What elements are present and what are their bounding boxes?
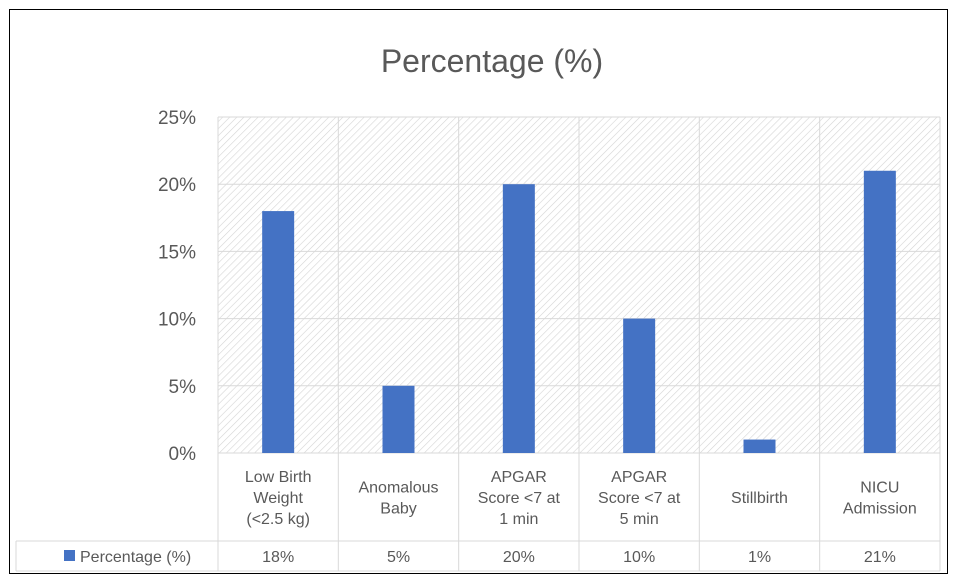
x-tick-label-line: Admission [843,501,917,518]
legend-key [64,550,75,561]
bar [744,440,776,453]
x-tick-label: Stillbirth [731,490,788,507]
bar [262,211,294,453]
x-tick-label-line: Score <7 at [478,490,561,507]
x-tick-label-line: NICU [860,480,899,497]
x-tick-label-line: Low Birth [245,469,312,486]
legend-label: Percentage (%) [80,549,191,566]
x-tick-label-line: (<2.5 kg) [246,511,310,528]
bar [623,319,655,453]
data-table-value: 21% [864,549,896,566]
y-tick-label: 20% [158,175,196,196]
x-tick-label-line: Score <7 at [598,490,681,507]
bar [383,386,415,453]
data-table-value: 20% [503,549,535,566]
y-tick-label: 5% [169,377,197,398]
data-table-value: 5% [387,549,410,566]
bar [864,171,896,453]
bar [503,184,535,453]
data-table-value: 10% [623,549,655,566]
x-tick-label: Low Birth Weight (<2.5 kg) [245,469,312,528]
x-tick-label-line: APGAR [611,469,667,486]
x-tick-label-line: APGAR [491,469,547,486]
x-tick-label-line: Baby [380,501,416,518]
x-tick-label-line: Weight [253,490,303,507]
data-table-value: 18% [262,549,294,566]
x-tick-label-line: Anomalous [358,480,438,497]
x-tick-label-line: 1 min [499,511,538,528]
y-tick-label: 25% [158,108,196,129]
y-tick-label: 15% [158,242,196,263]
y-tick-label: 10% [158,310,196,331]
data-table-value: 1% [748,549,771,566]
chart-title: Percentage (%) [381,43,603,79]
x-tick-label-line: Stillbirth [731,490,788,507]
x-tick-label-line: 5 min [620,511,659,528]
y-tick-label: 0% [169,444,197,465]
